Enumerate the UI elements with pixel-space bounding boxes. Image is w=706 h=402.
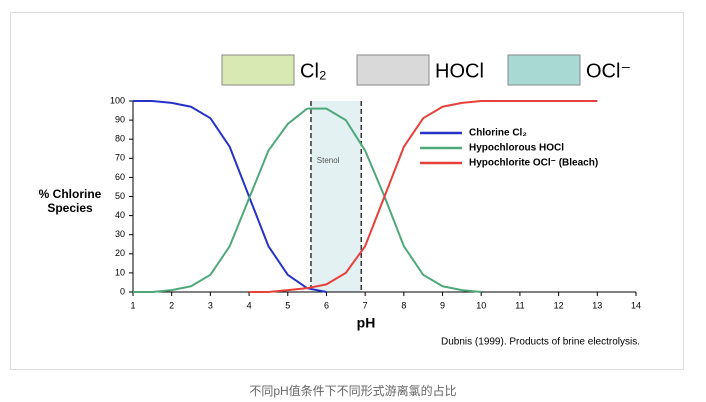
- species-label: HOCl: [435, 60, 484, 82]
- species-label: OCl⁻: [586, 60, 631, 82]
- y-tick-label: 40: [115, 210, 125, 220]
- source: Dubnis (1999). Products of brine electro…: [441, 337, 640, 348]
- x-tick-label: 14: [631, 300, 641, 310]
- species-box: [221, 54, 295, 86]
- x-tick-label: 12: [554, 300, 564, 310]
- image-panel: [10, 12, 684, 370]
- x-tick-label: 3: [208, 300, 213, 310]
- series-line: [249, 100, 598, 293]
- y-tick-label: 30: [115, 229, 125, 239]
- y-tick-label: 80: [115, 134, 125, 144]
- y-tick-label: 10: [115, 267, 125, 277]
- legend-label: Hypochlorite OCl⁻ (Bleach): [469, 158, 598, 169]
- x-tick-label: 8: [401, 300, 406, 310]
- x-tick-label: 11: [515, 300, 524, 310]
- x-tick-label: 9: [440, 300, 445, 310]
- x-tick-label: 10: [476, 300, 486, 310]
- x-tick-label: 7: [363, 300, 368, 310]
- x-tick-label: 5: [285, 300, 290, 310]
- x-tick-label: 2: [169, 300, 174, 310]
- x-tick-label: 13: [592, 300, 602, 310]
- region-label: Stenol: [317, 156, 340, 165]
- y-axis-label: % Chlorine Species: [38, 187, 102, 215]
- x-tick-label: 4: [247, 300, 252, 310]
- y-tick-label: 60: [115, 172, 125, 182]
- series-line: [133, 100, 327, 293]
- x-axis-label: pH: [357, 315, 376, 331]
- series-line: [133, 107, 482, 293]
- y-tick-label: 70: [115, 153, 125, 163]
- y-tick-label: 20: [115, 248, 125, 258]
- species-box: [356, 54, 430, 86]
- x-tick-label: 6: [324, 300, 329, 310]
- legend-label: Hypochlorous HOCl: [469, 143, 564, 154]
- species-label: Cl₂: [300, 60, 327, 82]
- species-box: [507, 54, 581, 86]
- legend-label: Chlorine Cl₂: [469, 128, 527, 139]
- y-tick-label: 90: [115, 114, 125, 124]
- x-tick-label: 1: [130, 300, 135, 310]
- y-tick-label: 50: [115, 191, 125, 201]
- y-tick-label: 0: [120, 286, 125, 296]
- caption: 不同pH值条件下不同形式游离氯的占比: [249, 384, 457, 398]
- y-tick-label: 100: [110, 95, 125, 105]
